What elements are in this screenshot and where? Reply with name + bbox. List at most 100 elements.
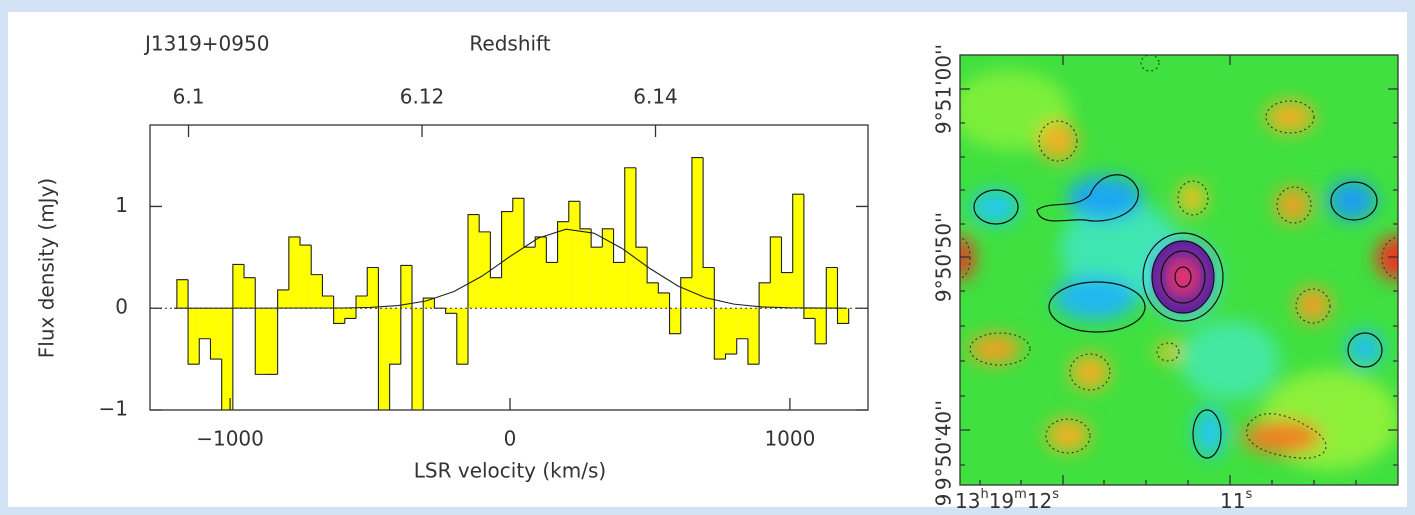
bar [613, 262, 625, 309]
step-outline [646, 247, 659, 284]
step-outline [680, 277, 692, 334]
x-tick-label: 1000 [764, 427, 815, 451]
bar [658, 292, 670, 309]
bar [311, 274, 323, 309]
bar [266, 308, 278, 375]
step-outline [713, 267, 726, 360]
step-outline [691, 157, 704, 278]
bar [277, 289, 289, 309]
step-outline [389, 363, 401, 410]
step-outline [288, 236, 301, 290]
map-frame [959, 54, 1399, 486]
step-outline [467, 214, 480, 365]
step-outline [803, 194, 816, 319]
bar [759, 282, 771, 309]
step-outline [758, 282, 771, 365]
bar [557, 221, 569, 309]
bar [199, 308, 211, 339]
bar [378, 308, 390, 410]
bar [210, 308, 222, 360]
bar [826, 267, 838, 309]
unit: s [1052, 487, 1059, 502]
plot-frame [149, 124, 869, 411]
step-outline [724, 353, 737, 360]
y-tick-label: 0 [115, 295, 128, 319]
bar [356, 296, 368, 309]
x2-label: Redshift [469, 32, 550, 56]
bar [176, 279, 189, 309]
num: 19 [989, 489, 1014, 513]
step-outline [366, 266, 379, 296]
step-outline [232, 263, 245, 410]
x2-tick-label: 6.14 [633, 85, 678, 109]
bar [815, 308, 827, 344]
bar [803, 308, 816, 319]
step-outline [422, 297, 435, 410]
bar [781, 272, 793, 309]
step-outline [321, 274, 334, 297]
fit-line [174, 228, 846, 309]
step-outline [635, 167, 648, 248]
bar [546, 262, 558, 309]
step-outline [568, 200, 580, 222]
bar [367, 267, 379, 309]
step-outline [489, 231, 502, 279]
x-tick-label: 0 [504, 427, 517, 451]
step-outline [243, 264, 256, 279]
bar [579, 228, 592, 309]
map-image [960, 55, 1398, 485]
bar [568, 201, 580, 309]
map-edge-label: 9 [932, 494, 956, 507]
step-outline [657, 282, 670, 294]
bar [535, 236, 547, 309]
bar [490, 277, 502, 309]
step-outline [590, 228, 603, 248]
step-outline [780, 236, 793, 274]
bar [703, 267, 715, 309]
bar [770, 236, 782, 309]
step-outline [176, 279, 189, 309]
bar [501, 211, 513, 309]
step-outline [310, 245, 323, 276]
bar [300, 245, 312, 309]
bar [512, 198, 524, 309]
bar [591, 247, 603, 309]
bar [244, 277, 256, 309]
bar [221, 308, 233, 410]
bar [456, 308, 468, 365]
x2-tick-label: 6.12 [400, 85, 445, 109]
map-y-label: 9°50'50'' [932, 212, 956, 302]
step-outline [277, 289, 289, 375]
bar [736, 308, 748, 339]
x-label: LSR velocity (km/s) [414, 459, 606, 483]
bar [691, 157, 704, 309]
step-outline [836, 267, 850, 325]
bar [423, 298, 435, 309]
step-outline [545, 236, 558, 263]
bar [333, 308, 345, 324]
step-outline [747, 338, 760, 365]
x2-tick-label: 6.1 [173, 85, 205, 109]
num: 13 [955, 489, 980, 513]
map-y-label: 9°51'00'' [932, 44, 956, 134]
step-outline [814, 318, 827, 345]
step-outline [825, 266, 838, 344]
bar [479, 231, 491, 309]
bar [344, 308, 357, 319]
num: 11 [1220, 489, 1245, 513]
bar [647, 282, 659, 309]
step-outline [478, 214, 491, 233]
bar [725, 308, 737, 355]
num: 12 [1027, 489, 1052, 513]
bar [602, 228, 614, 309]
step-outline [769, 236, 782, 283]
bar [232, 264, 245, 309]
y-label: Flux density (mJy) [35, 178, 59, 358]
step-outline [579, 201, 592, 230]
step-outline [209, 338, 222, 360]
step-outline [624, 167, 636, 263]
step-outline [613, 228, 625, 263]
step-outline [198, 338, 211, 365]
